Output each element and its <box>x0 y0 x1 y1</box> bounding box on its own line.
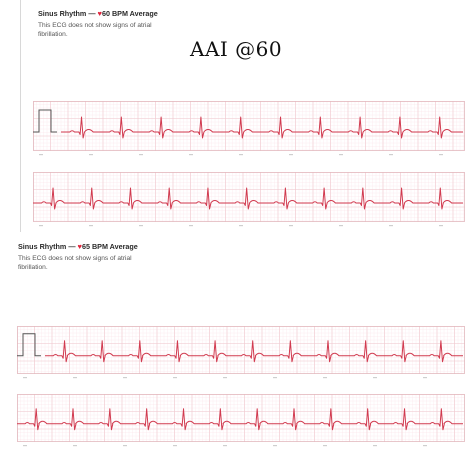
ecg-description: This ECG does not show signs of atrial f… <box>18 255 132 271</box>
rhythm-title: Sinus Rhythm — ♥60 BPM Average <box>38 9 238 18</box>
time-tick <box>289 154 293 156</box>
time-tick <box>389 154 393 156</box>
strip-border <box>17 326 465 374</box>
time-tick <box>423 445 427 447</box>
ecg-waveform <box>61 116 463 139</box>
ecg-report-2-header: Sinus Rhythm — ♥65 BPM Average This ECG … <box>18 242 218 272</box>
ecg-grid <box>17 326 465 374</box>
ecg-strip-2b <box>17 394 465 450</box>
time-tick <box>323 445 327 447</box>
time-tick <box>123 445 127 447</box>
strip-border <box>17 394 465 442</box>
time-tick <box>173 377 177 379</box>
ecg-waveform <box>45 340 463 363</box>
time-tick <box>389 225 393 227</box>
time-tick <box>139 154 143 156</box>
rhythm-classification: Sinus Rhythm — <box>38 9 96 18</box>
time-tick <box>373 377 377 379</box>
ecg-trace-1a <box>33 101 465 156</box>
time-tick <box>39 154 43 156</box>
time-tick <box>273 445 277 447</box>
calibration-pulse <box>17 333 41 357</box>
ecg-description: This ECG does not show signs of atrial f… <box>38 22 152 38</box>
time-tick <box>223 445 227 447</box>
time-tick <box>373 445 377 447</box>
ecg-grid <box>33 172 465 222</box>
time-tick <box>223 377 227 379</box>
ecg-strip-2a <box>17 326 465 382</box>
rhythm-title: Sinus Rhythm — ♥65 BPM Average <box>18 242 218 251</box>
ecg-trace-2a <box>17 326 465 379</box>
strip-border <box>33 172 465 222</box>
ecg-strip-1b <box>33 172 465 230</box>
time-tick <box>89 225 93 227</box>
time-tick <box>89 154 93 156</box>
time-tick <box>39 225 43 227</box>
report-divider <box>20 0 21 232</box>
bpm-average: 60 BPM Average <box>101 9 158 18</box>
ecg-trace-2b <box>17 394 465 447</box>
time-tick <box>73 377 77 379</box>
ecg-strip-1a <box>33 101 465 159</box>
time-tick <box>339 154 343 156</box>
time-tick <box>273 377 277 379</box>
ecg-report-1-header: Sinus Rhythm — ♥60 BPM Average This ECG … <box>38 9 238 39</box>
pacing-annotation: AAI @60 <box>190 37 283 61</box>
time-tick <box>189 225 193 227</box>
ecg-grid <box>17 394 465 442</box>
time-tick <box>139 225 143 227</box>
ecg-waveform <box>17 408 463 431</box>
time-tick <box>73 445 77 447</box>
time-tick <box>123 377 127 379</box>
ecg-trace-1b <box>33 172 465 227</box>
strip-border <box>33 101 465 151</box>
calibration-pulse <box>33 109 57 133</box>
time-tick <box>439 154 443 156</box>
heart-icon: ♥ <box>77 242 82 251</box>
time-tick <box>423 377 427 379</box>
rhythm-classification: Sinus Rhythm — <box>18 242 76 251</box>
heart-icon: ♥ <box>97 9 102 18</box>
time-tick <box>23 445 27 447</box>
time-tick <box>23 377 27 379</box>
time-tick <box>439 225 443 227</box>
time-tick <box>173 445 177 447</box>
time-tick <box>289 225 293 227</box>
time-tick <box>239 154 243 156</box>
ecg-waveform <box>33 187 463 210</box>
time-tick <box>189 154 193 156</box>
time-tick <box>239 225 243 227</box>
bpm-average: 65 BPM Average <box>81 242 138 251</box>
time-tick <box>339 225 343 227</box>
time-tick <box>323 377 327 379</box>
